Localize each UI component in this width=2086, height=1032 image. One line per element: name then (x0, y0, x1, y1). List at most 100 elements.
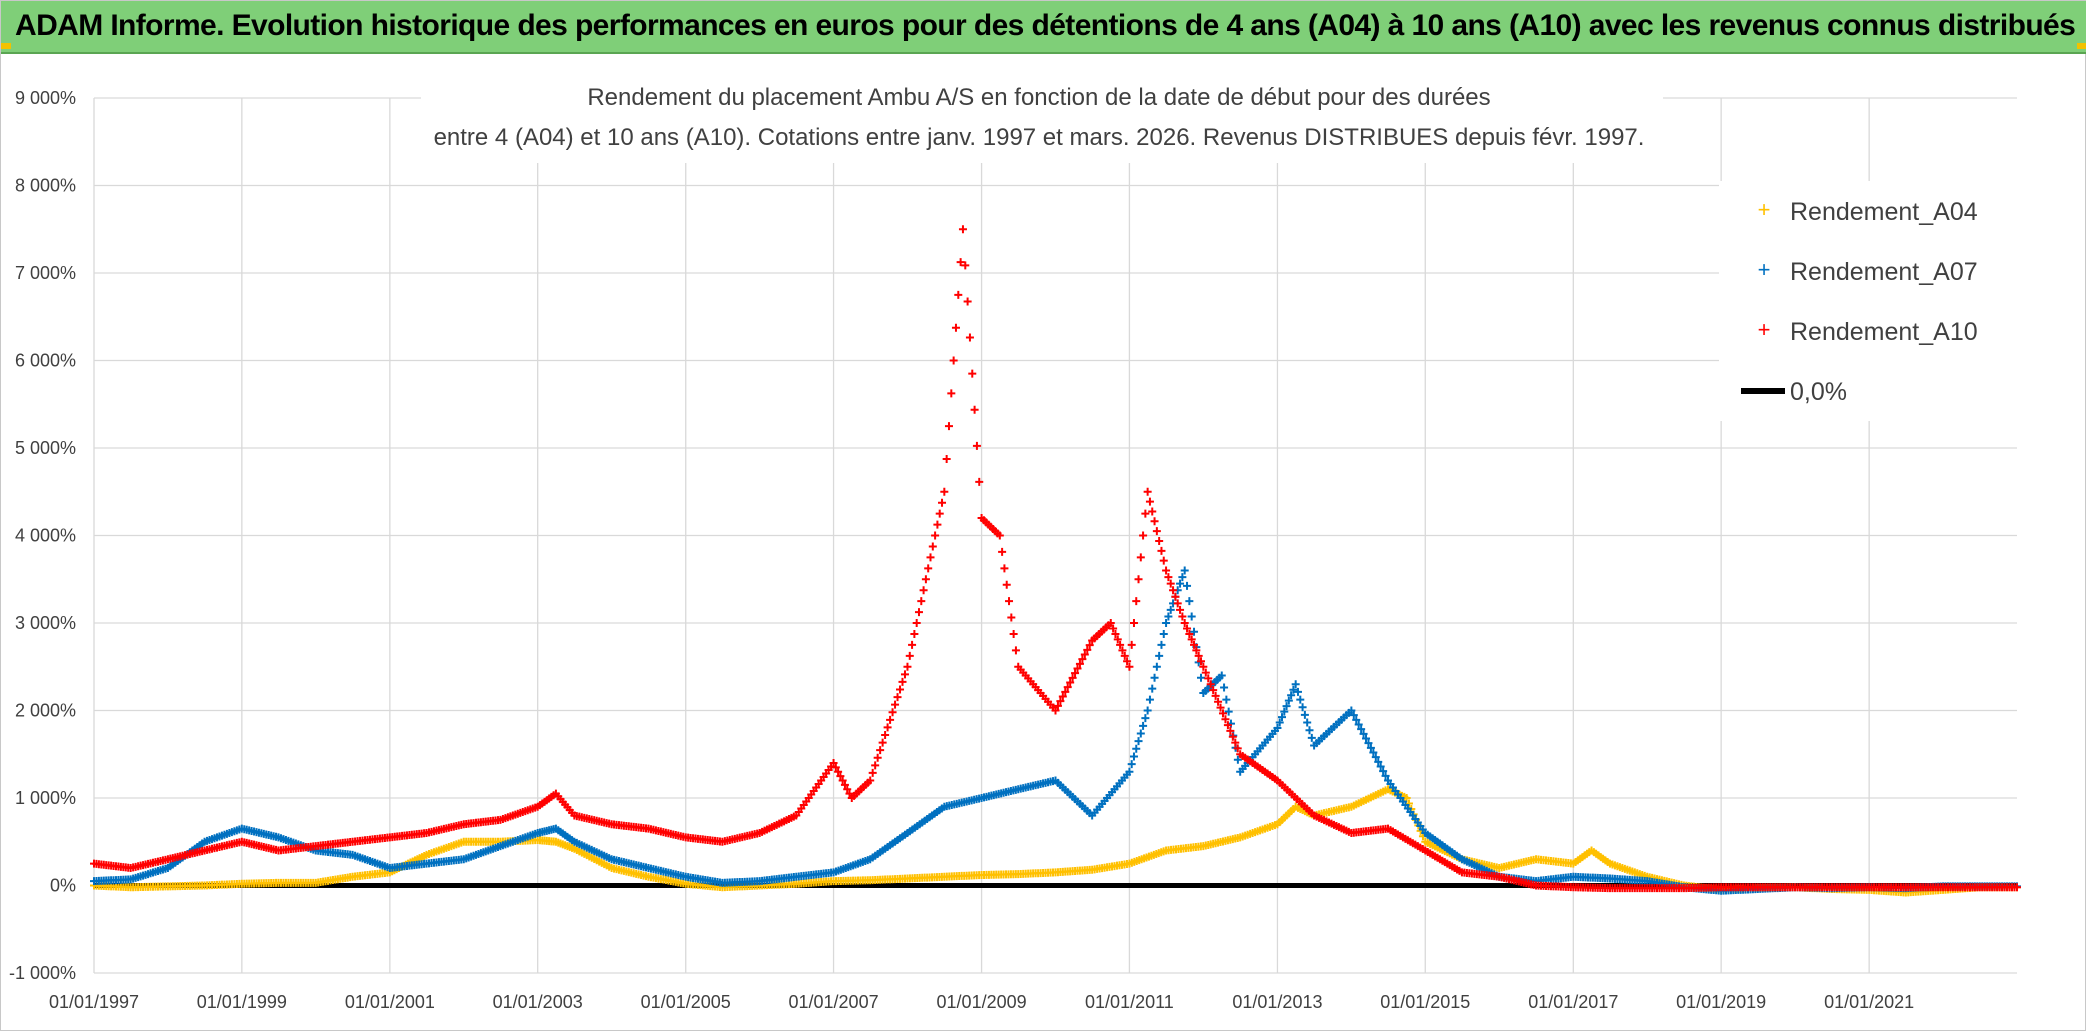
data-point (1152, 527, 1161, 536)
data-point (1068, 673, 1077, 682)
data-point (1129, 619, 1138, 627)
data-point (1220, 683, 1229, 692)
data-point (910, 629, 919, 638)
data-point (1187, 635, 1196, 644)
data-point (905, 651, 914, 660)
data-point (1157, 546, 1166, 555)
data-point (878, 738, 887, 747)
data-point (1139, 721, 1148, 730)
data-point (840, 780, 849, 789)
data-point (871, 761, 880, 770)
data-point (1162, 619, 1171, 627)
data-point (1129, 752, 1138, 761)
data-point (886, 715, 895, 724)
data-point (956, 258, 965, 267)
data-point (1116, 640, 1125, 649)
data-point (1287, 691, 1296, 700)
series-rendement_a07 (90, 566, 2021, 895)
data-point (1123, 657, 1132, 666)
x-tick-label: 01/01/2015 (1380, 992, 1470, 1012)
data-point (1183, 581, 1192, 590)
data-point (1291, 680, 1300, 689)
data-point (903, 662, 912, 671)
data-point (1190, 627, 1199, 636)
data-point (843, 785, 852, 794)
data-point (1180, 566, 1189, 575)
y-tick-label: 5 000% (15, 438, 76, 458)
data-point (1293, 687, 1302, 696)
data-point (868, 768, 877, 777)
y-tick-label: 3 000% (15, 613, 76, 633)
data-point (1349, 711, 1358, 720)
data-point (919, 586, 928, 595)
data-point (1278, 713, 1286, 722)
legend-marker-a07: + (1758, 257, 1771, 282)
data-point (1073, 664, 1082, 673)
data-point (1307, 733, 1316, 742)
data-point (1222, 695, 1231, 704)
data-point (1134, 575, 1143, 584)
data-point (1136, 553, 1145, 562)
data-point (1058, 692, 1067, 701)
data-point (1085, 641, 1094, 650)
data-point (1145, 695, 1154, 704)
data-point (883, 723, 892, 732)
data-point (1136, 729, 1145, 738)
y-tick-label: 4 000% (15, 526, 76, 546)
data-point (1159, 556, 1168, 565)
banner-corner-left (1, 43, 11, 49)
data-point (836, 772, 845, 781)
data-point (947, 389, 956, 398)
data-point (1216, 703, 1225, 712)
data-point (1381, 771, 1390, 780)
data-point (881, 731, 890, 739)
x-axis-ticks: 01/01/1997 01/01/1999 01/01/2001 01/01/2003… (49, 992, 1914, 1012)
data-point (938, 498, 947, 507)
data-point (951, 323, 960, 332)
x-tick-label: 01/01/2001 (345, 992, 435, 1012)
data-point (1185, 597, 1194, 606)
x-tick-label: 01/01/2019 (1676, 992, 1766, 1012)
data-point (1173, 599, 1182, 608)
data-point (931, 531, 940, 540)
data-point (896, 685, 905, 694)
data-point (1143, 487, 1152, 496)
data-point (1111, 629, 1120, 638)
legend: + Rendement_A04 + Rendement_A07 + Rendem… (1719, 181, 2019, 421)
data-point (1162, 566, 1171, 575)
data-point (965, 333, 974, 342)
data-point (1178, 573, 1187, 582)
data-point (995, 531, 1004, 540)
data-point (1289, 685, 1298, 694)
data-point (1176, 579, 1185, 588)
data-point (1061, 687, 1070, 696)
data-point (1218, 709, 1227, 718)
data-points (90, 225, 2021, 897)
legend-item-a10: + Rendement_A10 (1758, 317, 1978, 346)
data-point (888, 708, 897, 717)
chart-title-line-2: entre 4 (A04) et 10 ans (A10). Cotations… (434, 124, 1645, 151)
data-point (1362, 734, 1371, 743)
data-point (1159, 629, 1168, 638)
data-point (1298, 703, 1307, 712)
legend-box (1719, 181, 2019, 421)
data-point (954, 290, 963, 299)
data-point (1379, 767, 1388, 776)
data-point (898, 677, 907, 686)
x-tick-label: 01/01/2007 (789, 992, 879, 1012)
data-point (968, 369, 977, 378)
data-point (1359, 729, 1368, 738)
data-point (876, 746, 885, 755)
data-point (1150, 673, 1159, 682)
data-point (1083, 645, 1092, 654)
data-point (908, 640, 917, 649)
data-point (1201, 668, 1210, 677)
data-point (972, 441, 981, 450)
data-point (912, 619, 921, 627)
data-point (1221, 715, 1230, 724)
data-point (1280, 707, 1289, 716)
data-point (1145, 497, 1154, 506)
y-tick-label: 6 000% (15, 351, 76, 371)
data-point (1273, 724, 1282, 732)
data-point (1056, 697, 1065, 706)
